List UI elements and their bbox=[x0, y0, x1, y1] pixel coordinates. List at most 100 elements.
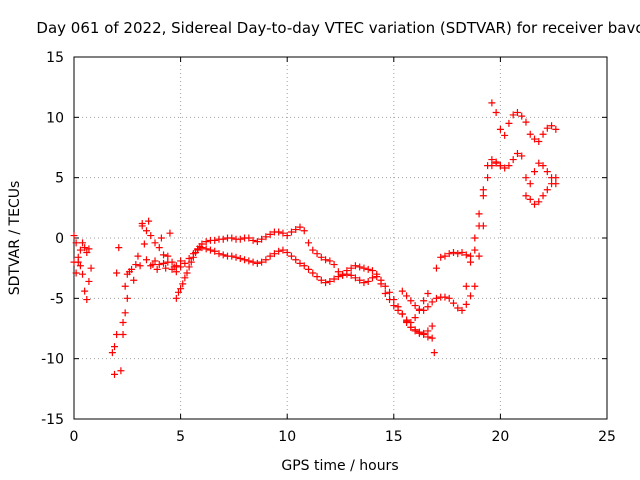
x-tick-label: 10 bbox=[278, 429, 296, 445]
data-point bbox=[228, 234, 236, 242]
data-point bbox=[147, 232, 155, 240]
data-point bbox=[394, 303, 402, 311]
x-axis-label: GPS time / hours bbox=[281, 458, 398, 474]
data-point bbox=[83, 296, 91, 304]
data-point bbox=[149, 261, 157, 269]
data-point bbox=[241, 256, 249, 264]
data-points bbox=[70, 99, 560, 378]
y-tick-label: 0 bbox=[55, 231, 64, 247]
data-point bbox=[471, 246, 479, 254]
data-point bbox=[518, 152, 526, 160]
data-point bbox=[236, 255, 244, 263]
x-tick-label: 5 bbox=[176, 429, 185, 445]
data-point bbox=[313, 273, 321, 281]
data-point bbox=[339, 271, 347, 279]
data-point bbox=[471, 234, 479, 242]
data-point bbox=[309, 246, 317, 254]
data-point bbox=[330, 275, 338, 283]
data-point bbox=[70, 232, 78, 240]
data-point bbox=[72, 269, 80, 277]
data-point bbox=[373, 273, 381, 281]
x-tick-label: 20 bbox=[491, 429, 509, 445]
data-point bbox=[368, 267, 376, 275]
data-point bbox=[458, 248, 466, 256]
x-tick-label: 25 bbox=[598, 429, 616, 445]
data-point bbox=[119, 331, 127, 339]
data-point bbox=[403, 318, 411, 326]
data-point bbox=[347, 271, 355, 279]
data-point bbox=[343, 270, 351, 278]
data-point bbox=[356, 276, 364, 284]
data-point bbox=[283, 232, 291, 240]
chart-title: Day 061 of 2022, Sidereal Day-to-day VTE… bbox=[36, 19, 640, 37]
data-point bbox=[513, 150, 521, 158]
data-point bbox=[138, 222, 146, 230]
data-point bbox=[531, 135, 539, 143]
data-point bbox=[496, 162, 504, 170]
data-point bbox=[441, 252, 449, 260]
data-point bbox=[166, 229, 174, 237]
data-point bbox=[548, 180, 556, 188]
data-point bbox=[155, 261, 163, 269]
data-point bbox=[432, 264, 440, 272]
data-point bbox=[132, 261, 140, 269]
data-point bbox=[471, 282, 479, 290]
data-point bbox=[300, 262, 308, 270]
data-point bbox=[123, 294, 131, 302]
data-point bbox=[543, 168, 551, 176]
data-point bbox=[543, 186, 551, 194]
x-tick-label: 0 bbox=[70, 429, 79, 445]
data-point bbox=[155, 244, 163, 252]
data-point bbox=[258, 235, 266, 243]
data-point bbox=[232, 253, 240, 261]
data-point bbox=[262, 256, 270, 264]
data-point bbox=[381, 282, 389, 290]
data-point bbox=[287, 252, 295, 260]
data-point bbox=[398, 287, 406, 295]
data-point bbox=[428, 322, 436, 330]
data-point bbox=[441, 293, 449, 301]
data-point bbox=[151, 239, 159, 247]
data-point bbox=[117, 367, 125, 375]
data-point bbox=[462, 300, 470, 308]
data-point bbox=[420, 297, 428, 305]
data-point bbox=[505, 162, 513, 170]
data-point bbox=[174, 288, 182, 296]
data-point bbox=[501, 164, 509, 172]
data-point bbox=[386, 288, 394, 296]
data-point bbox=[526, 130, 534, 138]
data-point bbox=[518, 112, 526, 120]
data-point bbox=[236, 235, 244, 243]
data-point bbox=[322, 256, 330, 264]
data-point bbox=[437, 253, 445, 261]
data-point bbox=[445, 250, 453, 258]
plot-frame bbox=[73, 56, 608, 420]
data-point bbox=[134, 252, 142, 260]
data-point bbox=[462, 251, 470, 259]
data-point bbox=[160, 259, 168, 267]
data-point bbox=[317, 253, 325, 261]
y-tick-label: -15 bbox=[41, 412, 64, 428]
data-point bbox=[467, 292, 475, 300]
data-point bbox=[458, 306, 466, 314]
gridlines bbox=[74, 57, 607, 419]
data-point bbox=[377, 276, 385, 284]
data-point bbox=[535, 137, 543, 145]
data-point bbox=[183, 269, 191, 277]
data-point bbox=[484, 174, 492, 182]
data-point bbox=[364, 265, 372, 273]
y-tick-label: -10 bbox=[41, 352, 64, 368]
data-point bbox=[475, 252, 483, 260]
data-point bbox=[172, 294, 180, 302]
data-point bbox=[326, 257, 334, 265]
data-point bbox=[305, 239, 313, 247]
data-point bbox=[509, 111, 517, 119]
data-point bbox=[140, 240, 148, 248]
data-point bbox=[424, 290, 432, 298]
data-point bbox=[445, 294, 453, 302]
data-point bbox=[539, 162, 547, 170]
data-point bbox=[145, 217, 153, 225]
data-point bbox=[142, 227, 150, 235]
data-point bbox=[411, 314, 419, 322]
data-point bbox=[202, 238, 210, 246]
